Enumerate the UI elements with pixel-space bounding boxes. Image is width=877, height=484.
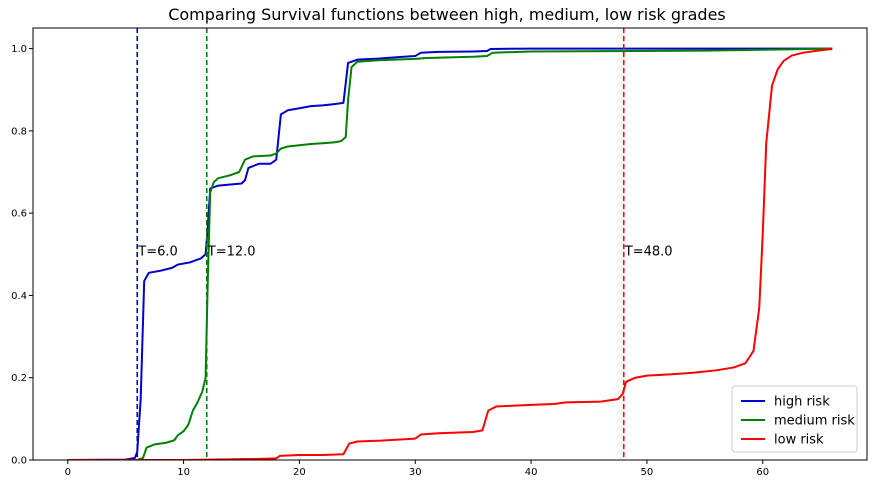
legend: high risk medium risk low risk (731, 385, 858, 453)
threshold-label-0: T=6.0 (137, 244, 178, 259)
y-tick-label: 0.0 (11, 456, 27, 467)
threshold-label-2: T=48.0 (624, 244, 673, 259)
axes: 0 10 20 30 40 50 60 0.0 0.2 0.4 0.6 0.8 1.0 (11, 27, 868, 478)
y-tick-label: 0.4 (11, 291, 27, 302)
axes-frame (32, 27, 868, 461)
y-tick-label: 1.0 (11, 44, 27, 55)
x-tick-label: 0 (65, 467, 71, 478)
y-tick-label: 0.8 (11, 126, 27, 137)
legend-label-medium-risk: medium risk (774, 414, 855, 429)
series-line-high-risk (67, 47, 833, 460)
legend-label-high-risk: high risk (774, 395, 830, 410)
y-tick-label: 0.2 (11, 373, 27, 384)
x-tick-label: 40 (525, 467, 538, 478)
x-tick-label: 30 (409, 467, 422, 478)
y-tick-label: 0.6 (11, 209, 27, 220)
plot-area: T=6.0 T=12.0 T=48.0 (67, 28, 833, 460)
series-line-medium-risk (67, 47, 833, 460)
x-tick-label: 10 (177, 467, 190, 478)
x-tick-label: 60 (756, 467, 769, 478)
x-tick-label: 50 (641, 467, 654, 478)
legend-box (731, 385, 858, 453)
threshold-label-1: T=12.0 (207, 244, 256, 259)
series-line-low-risk (67, 47, 833, 460)
chart-title: Comparing Survival functions between hig… (168, 5, 726, 24)
legend-label-low-risk: low risk (774, 433, 824, 448)
x-tick-label: 20 (293, 467, 306, 478)
